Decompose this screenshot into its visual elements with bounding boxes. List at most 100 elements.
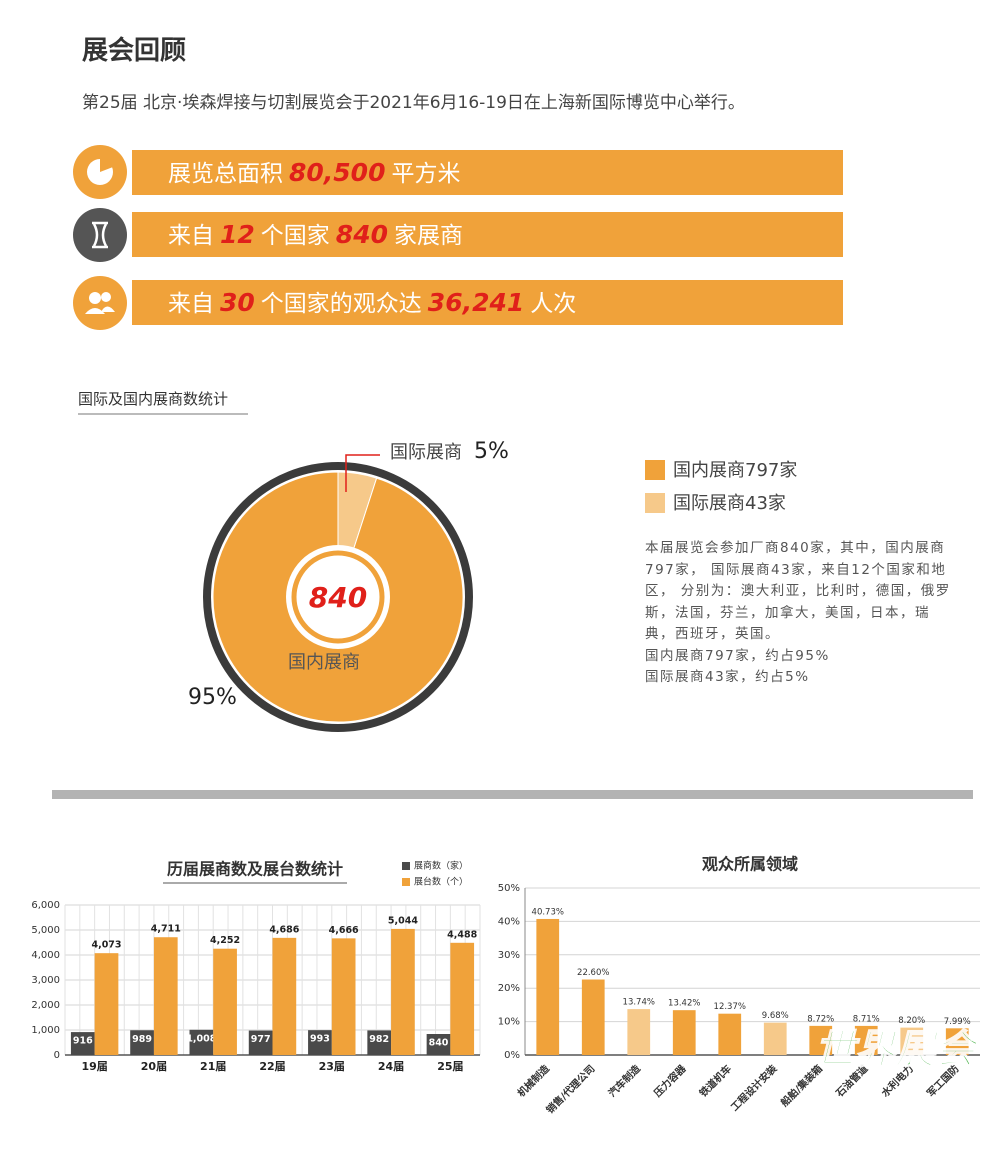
value-label: 7.99% bbox=[944, 1017, 971, 1027]
value-label: 989 bbox=[132, 1034, 152, 1045]
watermark: 世界展会 bbox=[815, 1027, 980, 1073]
x-tick-label: 20届 bbox=[141, 1060, 167, 1073]
bar bbox=[70, 1032, 95, 1055]
value-label: 9.68% bbox=[762, 1011, 789, 1021]
separator bbox=[52, 790, 973, 799]
slice-label: 国际展商 bbox=[390, 442, 462, 463]
value-label: 13.74% bbox=[623, 998, 655, 1008]
bar bbox=[536, 918, 560, 1055]
bar bbox=[94, 953, 119, 1055]
note-line: 国际展商43家，约占5% bbox=[645, 669, 810, 685]
x-tick-label: 25届 bbox=[437, 1060, 463, 1073]
time-icon bbox=[73, 208, 127, 262]
bar bbox=[248, 1030, 273, 1055]
bar bbox=[308, 1030, 332, 1055]
bar bbox=[272, 937, 297, 1055]
x-tick-label: 工程设计安装 bbox=[728, 1062, 780, 1114]
y-tick-label: 4,000 bbox=[31, 950, 60, 961]
value-label: 4,711 bbox=[151, 924, 181, 935]
people-icon bbox=[73, 276, 127, 330]
bar bbox=[672, 1010, 696, 1055]
area-icon bbox=[73, 145, 127, 199]
y-tick-label: 20% bbox=[498, 983, 520, 994]
y-tick-label: 30% bbox=[498, 950, 520, 961]
y-tick-label: 6,000 bbox=[31, 900, 60, 911]
page-subtitle: 第25届 北京·埃森焊接与切割展览会于2021年6月16-19日在上海新国际博览… bbox=[82, 93, 745, 113]
y-tick-label: 0% bbox=[504, 1050, 520, 1061]
bar bbox=[627, 1009, 651, 1055]
y-tick-label: 2,000 bbox=[31, 1000, 60, 1011]
value-label: 4,073 bbox=[91, 940, 121, 951]
stat-number: 80,500 bbox=[289, 158, 386, 187]
center-disc bbox=[286, 545, 390, 649]
stat-row: 来自 30 个国家的观众达 36,241 人次 bbox=[132, 280, 843, 325]
stat-number: 840 bbox=[335, 220, 388, 249]
bar bbox=[391, 928, 415, 1055]
y-tick-label: 0 bbox=[54, 1050, 60, 1061]
x-tick-label: 23届 bbox=[319, 1060, 345, 1073]
stat-text: 平方米 bbox=[391, 161, 461, 187]
value-label: 40.73% bbox=[532, 907, 564, 917]
chart-title: 观众所属领域 bbox=[702, 855, 798, 874]
chart-title: 历届展商数及展台数统计 bbox=[167, 860, 343, 879]
value-label: 5,044 bbox=[388, 915, 418, 926]
center-ring bbox=[291, 550, 385, 644]
stat-text: 展览总面积 bbox=[168, 161, 283, 187]
y-tick-label: 3,000 bbox=[31, 975, 60, 986]
note: 本届展览会参加厂商840家，其中，国内展商797家， 国际展商43家，来自12个… bbox=[645, 538, 957, 689]
callout bbox=[345, 454, 380, 492]
value-label: 4,252 bbox=[210, 935, 240, 946]
x-tick-label: 铁道机车 bbox=[697, 1062, 734, 1099]
y-tick-label: 50% bbox=[498, 883, 520, 894]
stat-text: 个国家的观众达 bbox=[260, 291, 422, 317]
legend-label: 展商数（家） bbox=[414, 860, 468, 872]
stat-number: 12 bbox=[220, 220, 255, 249]
bar bbox=[367, 1030, 392, 1055]
stat-text: 来自 bbox=[168, 223, 214, 249]
bar bbox=[945, 1028, 969, 1055]
value-label: 12.37% bbox=[714, 1002, 746, 1012]
section-title: 国际及国内展商数统计 bbox=[78, 388, 248, 415]
value-label: 840 bbox=[429, 1038, 449, 1049]
bar bbox=[718, 1013, 742, 1055]
x-tick-label: 21届 bbox=[200, 1060, 226, 1073]
stat-text: 家展商 bbox=[393, 223, 463, 249]
bar bbox=[213, 948, 237, 1055]
bar bbox=[581, 979, 605, 1055]
value-label: 4,686 bbox=[269, 924, 299, 935]
slice-value: 95% bbox=[188, 685, 237, 710]
value-label: 4,488 bbox=[447, 929, 477, 940]
stat-text: 人次 bbox=[530, 291, 577, 317]
stat-row: 来自 12 个国家 840 家展商 bbox=[132, 212, 843, 257]
x-tick-label: 24届 bbox=[378, 1060, 404, 1073]
legend-swatch bbox=[402, 878, 410, 886]
value-label: 8.71% bbox=[853, 1014, 880, 1024]
x-tick-label: 19届 bbox=[81, 1060, 107, 1073]
value-label: 977 bbox=[251, 1034, 271, 1045]
stat-number: 36,241 bbox=[427, 288, 525, 317]
legend-swatch bbox=[645, 493, 665, 513]
legend-label: 国际展商43家 bbox=[673, 493, 786, 514]
stat-row: 展览总面积 80,500 平方米 bbox=[132, 150, 843, 195]
slice-label: 国内展商 bbox=[288, 652, 360, 673]
legend-swatch bbox=[402, 862, 410, 870]
value-label: 993 bbox=[310, 1034, 330, 1045]
x-tick-label: 机械制造 bbox=[515, 1061, 553, 1099]
y-tick-label: 5,000 bbox=[31, 925, 60, 936]
x-tick-label: 汽车制造 bbox=[606, 1061, 644, 1099]
value-label: 982 bbox=[369, 1034, 389, 1045]
legend-swatch bbox=[645, 460, 665, 480]
stat-text: 来自 bbox=[168, 291, 214, 317]
legend-label: 展台数（个） bbox=[414, 876, 468, 888]
page-title: 展会回顾 bbox=[82, 36, 187, 66]
x-tick-label: 22届 bbox=[259, 1060, 285, 1073]
value-label: 1,008 bbox=[186, 1033, 216, 1044]
x-tick-label: 销售/代理公司 bbox=[543, 1062, 597, 1116]
bar bbox=[809, 1025, 833, 1055]
value-label: 8.20% bbox=[898, 1016, 925, 1026]
bar bbox=[450, 942, 475, 1055]
note-line: 国内展商797家，约占95% bbox=[645, 647, 830, 664]
donut-ring bbox=[203, 462, 473, 732]
value-label: 916 bbox=[73, 1036, 93, 1047]
